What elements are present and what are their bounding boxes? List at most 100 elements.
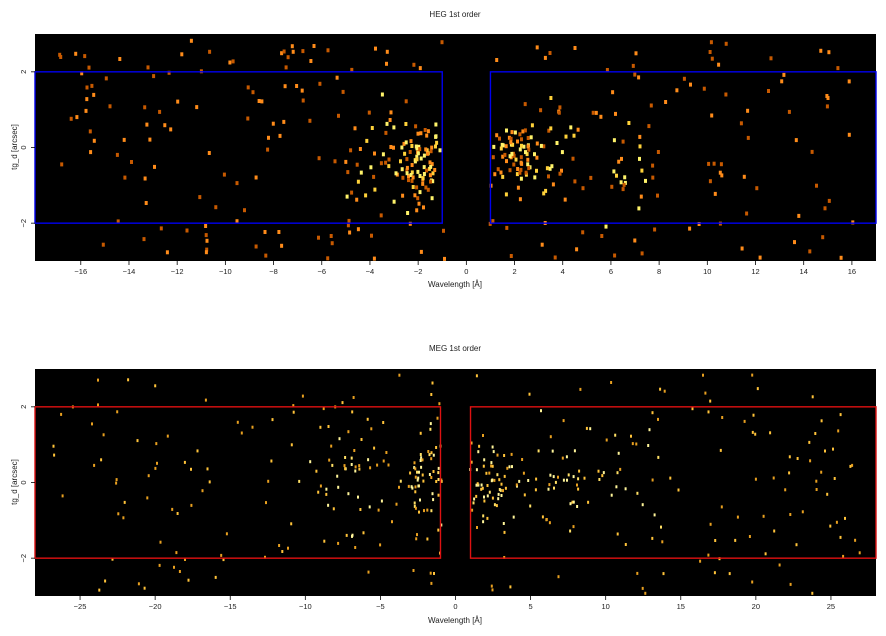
- event-pixel: [373, 151, 376, 156]
- event-pixel: [647, 124, 651, 129]
- event-pixel: [611, 90, 615, 95]
- event-pixel: [518, 132, 522, 137]
- event-pixel: [384, 160, 388, 165]
- event-pixel: [385, 121, 389, 126]
- event-pixel: [833, 477, 836, 480]
- event-pixel: [707, 161, 711, 166]
- event-pixel: [501, 174, 505, 179]
- event-pixel: [524, 170, 528, 175]
- event-pixel: [431, 381, 434, 385]
- event-pixel: [495, 58, 499, 62]
- event-pixel: [533, 152, 536, 157]
- event-pixel: [433, 572, 435, 575]
- event-pixel: [430, 476, 433, 479]
- event-pixel: [235, 181, 239, 186]
- event-pixel: [576, 127, 580, 132]
- event-pixel: [597, 469, 600, 473]
- x-tick-label: 10: [703, 267, 711, 276]
- event-pixel: [98, 588, 101, 592]
- event-pixel: [769, 56, 773, 61]
- event-pixel: [675, 88, 679, 93]
- event-pixel: [358, 467, 361, 471]
- event-pixel: [480, 483, 483, 487]
- event-pixel: [402, 141, 406, 146]
- event-pixel: [437, 466, 440, 470]
- event-pixel: [389, 110, 393, 115]
- event-pixel: [485, 471, 488, 475]
- event-pixel: [403, 151, 407, 156]
- x-axis-ticks: −25 −20 −15 −10 −5 0 5 10 15 20 25: [74, 596, 835, 611]
- event-pixel: [614, 433, 617, 437]
- event-pixel: [111, 557, 114, 561]
- event-pixel: [651, 536, 654, 540]
- event-pixel: [366, 417, 369, 421]
- event-pixel: [185, 228, 189, 233]
- event-pixel: [638, 144, 642, 149]
- event-pixel: [505, 225, 509, 230]
- event-pixel: [522, 471, 525, 475]
- event-pixel: [470, 441, 473, 445]
- event-pixel: [551, 182, 555, 187]
- event-pixel: [410, 178, 414, 183]
- event-pixel: [61, 494, 64, 498]
- event-pixel: [710, 56, 714, 61]
- x-tick-label: −2: [414, 267, 423, 276]
- event-pixel: [493, 172, 497, 177]
- event-pixel: [509, 585, 512, 589]
- event-pixel: [286, 55, 290, 60]
- event-pixel: [175, 551, 178, 555]
- event-pixel: [231, 59, 235, 64]
- x-tick-label: 0: [453, 602, 457, 611]
- event-pixel: [254, 175, 258, 180]
- event-pixel: [411, 486, 414, 490]
- event-pixel: [278, 133, 282, 138]
- event-pixel: [430, 145, 434, 150]
- event-pixel: [533, 175, 537, 180]
- event-pixel: [298, 479, 301, 483]
- event-pixel: [416, 151, 420, 156]
- event-pixel: [176, 512, 179, 515]
- event-pixel: [163, 123, 167, 128]
- event-pixel: [470, 460, 473, 464]
- event-pixel: [145, 122, 149, 127]
- event-pixel: [344, 456, 347, 459]
- event-pixel: [621, 139, 625, 144]
- x-tick-label: −14: [123, 267, 136, 276]
- event-pixel: [254, 244, 258, 249]
- event-pixel: [196, 449, 199, 453]
- event-pixel: [424, 185, 428, 190]
- event-pixel: [358, 464, 361, 468]
- y-tick-label: 2: [19, 405, 28, 409]
- event-pixel: [589, 427, 592, 431]
- event-pixel: [601, 474, 604, 478]
- event-pixel: [429, 427, 432, 431]
- event-pixel: [410, 163, 414, 167]
- event-pixel: [328, 458, 331, 462]
- event-pixel: [835, 520, 838, 524]
- event-pixel: [493, 478, 496, 482]
- event-pixel: [343, 464, 346, 468]
- event-pixel: [372, 174, 376, 179]
- event-pixel: [208, 480, 211, 484]
- event-pixel: [811, 591, 814, 595]
- event-pixel: [808, 440, 811, 444]
- event-pixel: [520, 143, 523, 148]
- event-pixel: [418, 510, 420, 514]
- event-pixel: [497, 497, 500, 501]
- event-pixel: [430, 451, 433, 455]
- event-pixel: [350, 67, 354, 72]
- event-pixel: [736, 515, 739, 519]
- event-pixel: [80, 71, 84, 76]
- event-pixel: [173, 565, 175, 569]
- event-pixel: [423, 128, 427, 132]
- event-pixel: [553, 255, 557, 260]
- event-pixel: [74, 51, 78, 56]
- event-pixel: [190, 503, 193, 507]
- event-pixel: [346, 170, 350, 175]
- event-pixel: [424, 147, 428, 152]
- event-pixel: [142, 237, 146, 242]
- event-pixel: [240, 431, 243, 435]
- event-pixel: [657, 455, 660, 459]
- event-pixel: [724, 41, 728, 46]
- event-pixel: [385, 49, 389, 54]
